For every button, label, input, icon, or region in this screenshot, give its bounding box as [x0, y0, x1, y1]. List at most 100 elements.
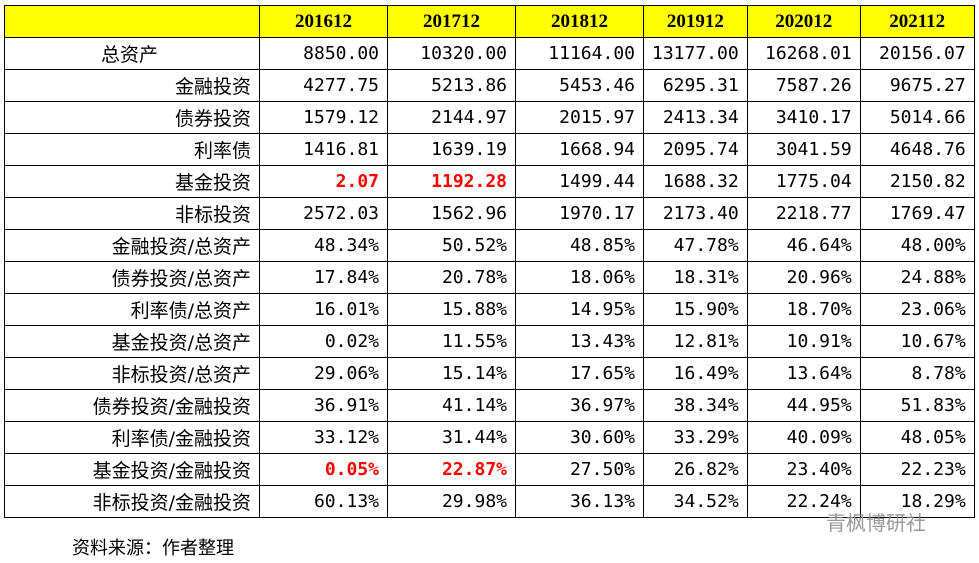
cell: 20156.07	[859, 37, 975, 70]
table-row: 利率债/总资产 16.01% 15.88% 14.95% 15.90% 18.70% 23.…	[4, 293, 975, 326]
table-row: 利率债/金融投资 33.12% 31.44% 30.60% 33.29% 40.09% 48…	[4, 421, 975, 454]
table-row: 债券投资/总资产 17.84% 20.78% 18.06% 18.31% 20.96% 24…	[4, 261, 975, 294]
row-label: 总资产	[4, 37, 260, 70]
cell: 47.78%	[643, 229, 748, 262]
table-row: 基金投资 2.07 1192.28 1499.44 1688.32 1775.04 2150…	[4, 165, 975, 198]
cell: 2173.40	[643, 197, 748, 230]
cell: 2144.97	[387, 101, 516, 134]
header-cell: 201812	[515, 5, 644, 38]
table-row: 债券投资/金融投资 36.91% 41.14% 36.97% 38.34% 44.95% 5…	[4, 389, 975, 422]
header-cell: 202012	[746, 5, 861, 38]
cell: 5014.66	[859, 101, 975, 134]
cell: 22.87%	[387, 453, 516, 486]
cell: 12.81%	[643, 325, 748, 358]
cell: 2150.82	[859, 165, 975, 198]
table-row: 非标投资/金融投资 60.13% 29.98% 36.13% 34.52% 22.24% 1…	[4, 485, 975, 518]
header-cell: 202112	[859, 5, 975, 38]
cell: 1192.28	[387, 165, 516, 198]
cell: 13.43%	[515, 325, 644, 358]
cell: 18.06%	[515, 261, 644, 294]
cell: 1769.47	[859, 197, 975, 230]
cell: 1688.32	[643, 165, 748, 198]
cell: 2572.03	[259, 197, 388, 230]
cell: 36.97%	[515, 389, 644, 422]
row-label: 基金投资/总资产	[4, 325, 260, 358]
corner-cell	[4, 5, 260, 38]
cell: 48.85%	[515, 229, 644, 262]
cell: 15.88%	[387, 293, 516, 326]
cell: 16.01%	[259, 293, 388, 326]
cell: 13.64%	[746, 357, 861, 390]
cell: 60.13%	[259, 485, 388, 518]
table-row: 金融投资/总资产 48.34% 50.52% 48.85% 47.78% 46.64% 48…	[4, 229, 975, 262]
cell: 10320.00	[387, 37, 516, 70]
cell: 36.13%	[515, 485, 644, 518]
cell: 50.52%	[387, 229, 516, 262]
cell: 16.49%	[643, 357, 748, 390]
cell: 8850.00	[259, 37, 388, 70]
header-cell: 201612	[259, 5, 388, 38]
cell: 36.91%	[259, 389, 388, 422]
row-label: 非标投资	[4, 197, 260, 230]
cell: 44.95%	[746, 389, 861, 422]
row-label: 利率债/金融投资	[4, 421, 260, 454]
cell: 4277.75	[259, 69, 388, 102]
cell: 20.96%	[746, 261, 861, 294]
cell: 3410.17	[746, 101, 861, 134]
cell: 48.34%	[259, 229, 388, 262]
row-label: 非标投资/总资产	[4, 357, 260, 390]
cell: 24.88%	[859, 261, 975, 294]
cell: 0.05%	[259, 453, 388, 486]
cell: 33.12%	[259, 421, 388, 454]
cell: 10.67%	[859, 325, 975, 358]
table-row: 非标投资/总资产 29.06% 15.14% 17.65% 16.49% 13.64% 8.…	[4, 357, 975, 390]
table-row: 总资产 8850.00 10320.00 11164.00 13177.00 16268.…	[4, 37, 975, 70]
cell: 29.06%	[259, 357, 388, 390]
cell: 48.00%	[859, 229, 975, 262]
cell: 17.84%	[259, 261, 388, 294]
cell: 2095.74	[643, 133, 748, 166]
cell: 33.29%	[643, 421, 748, 454]
cell: 16268.01	[746, 37, 861, 70]
cell: 13177.00	[643, 37, 748, 70]
cell: 23.06%	[859, 293, 975, 326]
cell: 1775.04	[746, 165, 861, 198]
cell: 2.07	[259, 165, 388, 198]
row-label: 利率债	[4, 133, 260, 166]
cell: 46.64%	[746, 229, 861, 262]
cell: 23.40%	[746, 453, 861, 486]
cell: 15.14%	[387, 357, 516, 390]
header-cell: 201712	[387, 5, 516, 38]
cell: 9675.27	[859, 69, 975, 102]
cell: 38.34%	[643, 389, 748, 422]
cell: 5453.46	[515, 69, 644, 102]
cell: 2015.97	[515, 101, 644, 134]
cell: 30.60%	[515, 421, 644, 454]
cell: 14.95%	[515, 293, 644, 326]
watermark: 青枫博研社	[826, 511, 926, 535]
header-cell: 201912	[643, 5, 748, 38]
cell: 18.31%	[643, 261, 748, 294]
cell: 4648.76	[859, 133, 975, 166]
table-row: 基金投资/金融投资 0.05% 22.87% 27.50% 26.82% 23.40% 22…	[4, 453, 975, 486]
row-label: 债券投资	[4, 101, 260, 134]
cell: 1639.19	[387, 133, 516, 166]
cell: 1562.96	[387, 197, 516, 230]
table-row: 债券投资 1579.12 2144.97 2015.97 2413.34 3410.17 5…	[4, 101, 975, 134]
cell: 2218.77	[746, 197, 861, 230]
cell: 48.05%	[859, 421, 975, 454]
header-row: 201612 201712 201812 201912 202012 202112	[4, 5, 975, 38]
cell: 26.82%	[643, 453, 748, 486]
cell: 29.98%	[387, 485, 516, 518]
cell: 20.78%	[387, 261, 516, 294]
cell: 11164.00	[515, 37, 644, 70]
row-label: 利率债/总资产	[4, 293, 260, 326]
cell: 22.23%	[859, 453, 975, 486]
cell: 6295.31	[643, 69, 748, 102]
table-row: 利率债 1416.81 1639.19 1668.94 2095.74 3041.59 46…	[4, 133, 975, 166]
cell: 3041.59	[746, 133, 861, 166]
row-label: 基金投资	[4, 165, 260, 198]
cell: 40.09%	[746, 421, 861, 454]
source-note: 资料来源：作者整理	[72, 538, 234, 559]
